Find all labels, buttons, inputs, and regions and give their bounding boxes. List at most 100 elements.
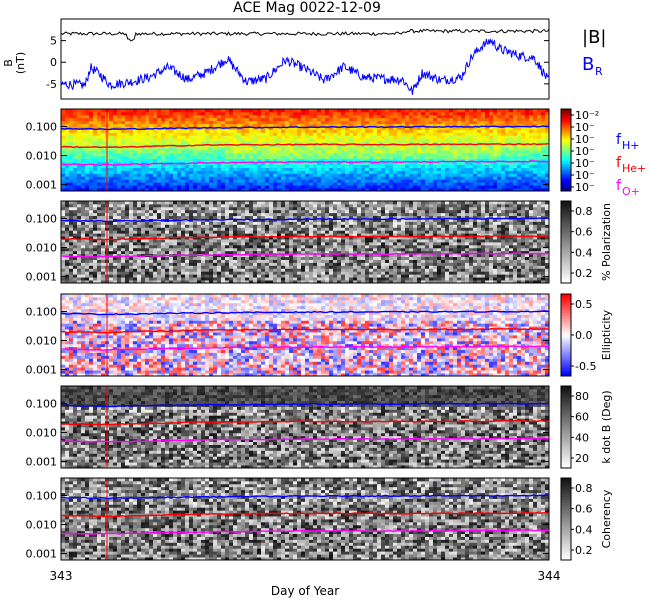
heatmap-cell <box>325 164 330 168</box>
heatmap-cell <box>329 158 334 163</box>
heatmap-cell <box>469 129 474 133</box>
heatmap-cell <box>137 274 142 278</box>
heatmap-cell <box>433 120 438 125</box>
heatmap-cell <box>237 280 242 284</box>
heatmap-cell <box>529 164 534 168</box>
heatmap-cell <box>125 280 130 284</box>
heatmap-cell <box>257 129 262 133</box>
heatmap-cell <box>201 182 206 186</box>
heatmap-cell <box>189 215 194 219</box>
heatmap-cell <box>281 150 286 154</box>
heatmap-cell <box>113 109 118 113</box>
heatmap-cell <box>333 123 338 127</box>
heatmap-cell <box>65 209 70 214</box>
heatmap-cell <box>129 271 134 275</box>
heatmap-cell <box>265 271 270 275</box>
heatmap-cell <box>201 109 206 113</box>
heatmap-cell <box>117 123 122 127</box>
heatmap-cell <box>73 236 78 240</box>
heatmap-cell <box>217 268 222 272</box>
heatmap-cell <box>129 161 134 166</box>
heatmap-cell <box>233 233 238 237</box>
heatmap-cell <box>505 185 510 189</box>
heatmap-cell <box>241 230 246 234</box>
heatmap-cell <box>541 167 546 171</box>
heatmap-cell <box>65 129 70 133</box>
heatmap-cell <box>325 182 330 186</box>
heatmap-cell <box>541 109 546 113</box>
heatmap-cell <box>405 167 410 171</box>
heatmap-cell <box>289 176 294 180</box>
heatmap-cell <box>121 152 126 157</box>
heatmap-cell <box>149 114 154 119</box>
heatmap-cell <box>325 117 330 122</box>
heatmap-cell <box>485 129 490 133</box>
heatmap-cell <box>509 117 514 122</box>
heatmap-cell <box>369 123 374 127</box>
heatmap-cell <box>225 120 230 125</box>
heatmap-cell <box>477 123 482 127</box>
heatmap-cell <box>221 230 226 234</box>
heatmap-cell <box>465 126 470 130</box>
heatmap-cell <box>233 203 238 208</box>
heatmap-cell <box>253 111 258 116</box>
heatmap-cell <box>193 164 198 168</box>
heatmap-cell <box>201 215 206 219</box>
heatmap-cell <box>505 120 510 125</box>
heatmap-cell <box>101 265 106 269</box>
heatmap-cell <box>89 135 94 139</box>
heatmap-cell <box>77 203 82 208</box>
heatmap-cell <box>449 164 454 168</box>
heatmap-cell <box>113 250 118 255</box>
heatmap-cell <box>189 242 194 246</box>
heatmap-cell <box>281 179 286 183</box>
heatmap-cell <box>137 201 142 205</box>
heatmap-cell <box>233 185 238 189</box>
heatmap-cell <box>93 170 98 174</box>
heatmap-cell <box>253 262 258 266</box>
heatmap-cell <box>201 170 206 174</box>
heatmap-cell <box>257 253 262 258</box>
heatmap-cell <box>181 155 186 160</box>
heatmap-cell <box>241 138 246 142</box>
colorbar-tick-label: 10⁻ <box>575 181 595 194</box>
heatmap-cell <box>61 176 66 180</box>
heatmap-cell <box>173 277 178 281</box>
heatmap-cell <box>189 188 194 192</box>
heatmap-cell <box>493 164 498 168</box>
heatmap-cell <box>61 138 66 142</box>
heatmap-cell <box>133 182 138 186</box>
heatmap-cell <box>473 141 478 145</box>
heatmap-cell <box>193 230 198 234</box>
heatmap-cell <box>165 150 170 154</box>
heatmap-cell <box>177 138 182 142</box>
heatmap-cell <box>465 173 470 177</box>
heatmap-cell <box>117 150 122 154</box>
heatmap-cell <box>201 120 206 125</box>
heatmap-cell <box>133 164 138 168</box>
heatmap-cell <box>321 147 326 151</box>
heatmap-cell <box>461 164 466 168</box>
heatmap-cell <box>501 141 506 145</box>
heatmap-cell <box>209 141 214 145</box>
heatmap-cell <box>81 206 86 211</box>
heatmap-cell <box>277 109 282 113</box>
heatmap-cell <box>277 111 282 116</box>
heatmap-cell <box>145 147 150 151</box>
heatmap-cell <box>141 164 146 168</box>
heatmap-cell <box>197 109 202 113</box>
heatmap-cell <box>501 152 506 157</box>
heatmap-cell <box>181 271 186 275</box>
heatmap-cell <box>485 179 490 183</box>
heatmap-cell <box>113 259 118 263</box>
heatmap-cell <box>133 155 138 160</box>
colorbar-cell <box>561 184 571 188</box>
heatmap-cell <box>253 170 258 174</box>
heatmap-cell <box>209 247 214 252</box>
heatmap-cell <box>125 247 130 252</box>
heatmap-cell <box>169 203 174 208</box>
heatmap-cell <box>401 123 406 127</box>
heatmap-cell <box>149 152 154 157</box>
heatmap-cell <box>445 111 450 116</box>
heatmap-cell <box>249 185 254 189</box>
